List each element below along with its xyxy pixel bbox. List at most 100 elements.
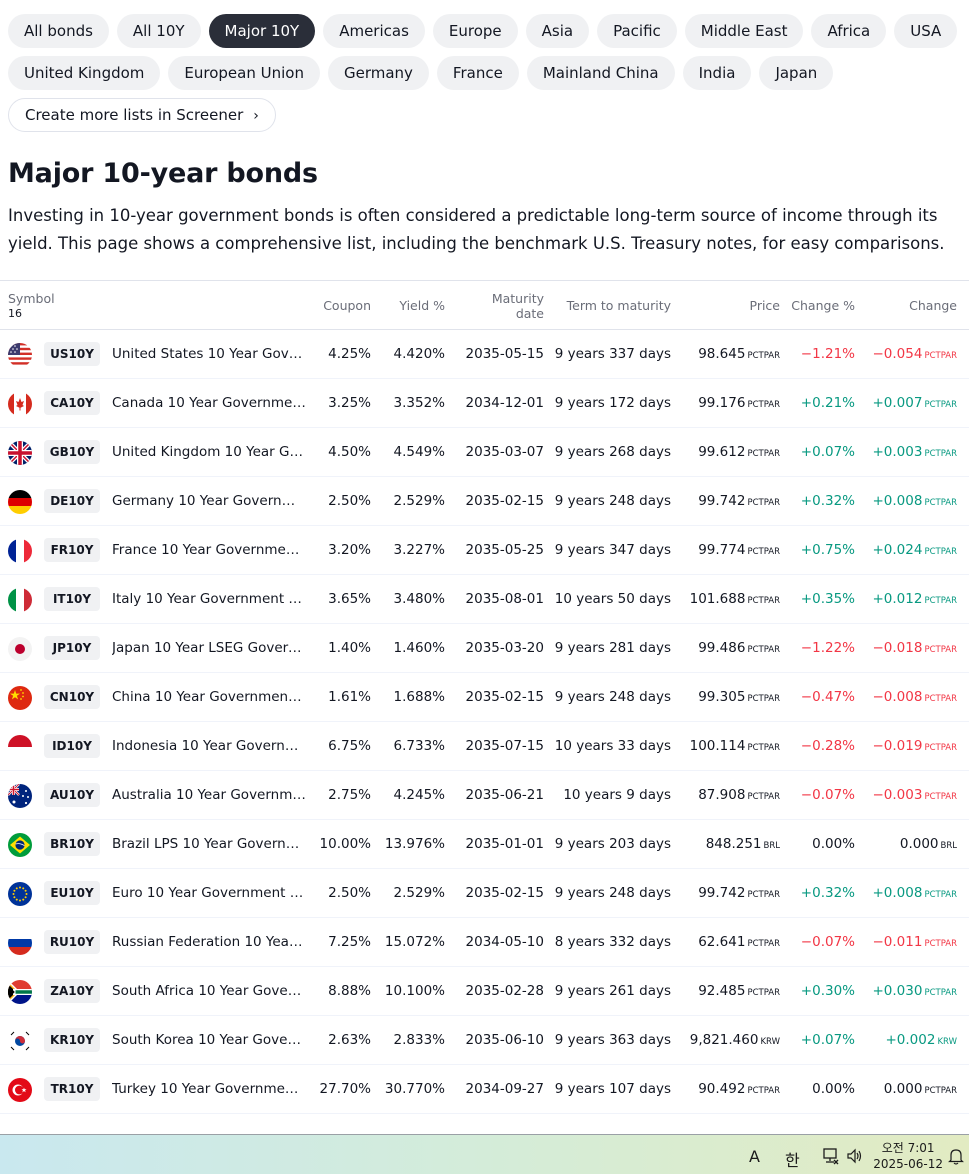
table-row[interactable]: KR10Y South Korea 10 Year Government Bond… [0, 1016, 969, 1065]
chip-united-kingdom[interactable]: United Kingdom [8, 56, 161, 90]
table-row[interactable]: FR10Y France 10 Year Government Bonds Yie… [0, 526, 969, 575]
price-unit: PCTPAR [747, 351, 780, 361]
network-icon[interactable] [822, 1147, 840, 1169]
coupon-value: 3.25% [328, 395, 371, 411]
symbol-badge[interactable]: BR10Y [44, 832, 100, 856]
bond-name[interactable]: Turkey 10 Year Government Bonds Yield [112, 1081, 306, 1097]
symbol-badge[interactable]: RU10Y [44, 930, 100, 954]
symbol-badge[interactable]: IT10Y [44, 587, 100, 611]
symbol-badge[interactable]: FR10Y [44, 538, 100, 562]
table-row[interactable]: DE10Y Germany 10 Year Government Bonds Yi… [0, 477, 969, 526]
header-maturity-line1: Maturity [491, 291, 544, 306]
system-clock[interactable]: 오전 7:01 2025-06-12 [873, 1140, 943, 1172]
screener-link-button[interactable]: Create more lists in Screener › [8, 98, 276, 132]
ime-hangul-indicator[interactable]: 한 [785, 1151, 800, 1170]
table-row[interactable]: US10Y United States 10 Year Government Bo… [0, 330, 969, 379]
table-row[interactable]: CA10Y Canada 10 Year Government Bonds Yie… [0, 379, 969, 428]
change-value: +0.003 PCTPAR [872, 444, 957, 460]
header-change[interactable]: Change [909, 298, 957, 313]
flag-south-korea-icon [8, 1029, 32, 1053]
bond-name[interactable]: Italy 10 Year Government Bonds Yield [112, 591, 306, 607]
chip-all-10y[interactable]: All 10Y [116, 14, 201, 48]
table-header: Symbol 16 Coupon Yield % Maturity date Ter… [0, 280, 969, 330]
table-row[interactable]: EU10Y Euro 10 Year Government Bonds Yield… [0, 869, 969, 918]
chip-asia[interactable]: Asia [525, 14, 590, 48]
table-row[interactable]: BR10Y Brazil LPS 10 Year Government Bonds… [0, 820, 969, 869]
bond-name[interactable]: Brazil LPS 10 Year Government Bonds Yiel… [112, 836, 306, 852]
symbol-badge[interactable]: JP10Y [44, 636, 100, 660]
table-row[interactable]: ZA10Y South Africa 10 Year Government Bon… [0, 967, 969, 1016]
change-number: +0.007 [872, 395, 923, 411]
table-row[interactable]: JP10Y Japan 10 Year LSEG Government Bonds… [0, 624, 969, 673]
price-value: 90.492 PCTPAR [698, 1081, 780, 1097]
table-row[interactable]: CN10Y China 10 Year Government Bonds Yiel… [0, 673, 969, 722]
table-row[interactable]: RU10Y Russian Federation 10 Year Governme… [0, 918, 969, 967]
symbol-badge[interactable]: ZA10Y [44, 979, 100, 1003]
chip-europe[interactable]: Europe [432, 14, 518, 48]
symbol-badge[interactable]: AU10Y [44, 783, 100, 807]
header-yield[interactable]: Yield % [399, 298, 445, 313]
chip-americas[interactable]: Americas [323, 14, 425, 48]
bond-name[interactable]: Japan 10 Year LSEG Government Bonds Yiel… [112, 640, 306, 656]
coupon-value: 2.50% [328, 493, 371, 509]
chip-all-bonds[interactable]: All bonds [8, 14, 109, 48]
term-value: 9 years 347 days [554, 542, 671, 558]
table-row[interactable]: AU10Y Australia 10 Year Government Bonds … [0, 771, 969, 820]
table-row[interactable]: ID10Y Indonesia 10 Year Government Bonds … [0, 722, 969, 771]
bond-name[interactable]: France 10 Year Government Bonds Yield [112, 542, 306, 558]
symbol-badge[interactable]: US10Y [44, 342, 100, 366]
maturity-value: 2035-02-28 [465, 983, 544, 999]
chip-major-10y[interactable]: Major 10Y [208, 14, 316, 48]
chip-france[interactable]: France [436, 56, 519, 90]
symbol-badge[interactable]: DE10Y [44, 489, 100, 513]
header-maturity[interactable]: Maturity date [492, 291, 544, 321]
symbol-badge[interactable]: CN10Y [44, 685, 100, 709]
bond-name[interactable]: United Kingdom 10 Year Government Bonds … [112, 444, 306, 460]
bond-name[interactable]: Indonesia 10 Year Government Bonds Yield [112, 738, 306, 754]
bond-name[interactable]: United States 10 Year Government Bonds Y… [112, 346, 306, 362]
change-value: 0.000 PCTPAR [884, 1081, 957, 1097]
bond-name[interactable]: South Korea 10 Year Government Bonds Yie… [112, 1032, 306, 1048]
chip-mainland-china[interactable]: Mainland China [526, 56, 675, 90]
chip-usa[interactable]: USA [894, 14, 958, 48]
chip-european-union[interactable]: European Union [168, 56, 320, 90]
table-row[interactable]: GB10Y United Kingdom 10 Year Government B… [0, 428, 969, 477]
symbol-badge[interactable]: GB10Y [44, 440, 100, 464]
header-coupon[interactable]: Coupon [323, 298, 371, 313]
chip-japan[interactable]: Japan [759, 56, 834, 90]
bond-name[interactable]: South Africa 10 Year Government Bonds Yi… [112, 983, 306, 999]
bond-name[interactable]: Germany 10 Year Government Bonds Yield [112, 493, 306, 509]
bond-name[interactable]: Euro 10 Year Government Bonds Yield [112, 885, 306, 901]
price-number: 87.908 [698, 787, 746, 803]
chip-pacific[interactable]: Pacific [597, 14, 677, 48]
table-row[interactable]: TR10Y Turkey 10 Year Government Bonds Yie… [0, 1065, 969, 1114]
bond-name[interactable]: Russian Federation 10 Year Government Bo… [112, 934, 306, 950]
yield-value: 4.549% [393, 444, 445, 460]
clock-date: 2025-06-12 [873, 1157, 943, 1171]
symbol-badge[interactable]: KR10Y [44, 1028, 100, 1052]
chip-india[interactable]: India [682, 56, 752, 90]
price-unit: PCTPAR [747, 547, 780, 557]
bond-name[interactable]: China 10 Year Government Bonds Yield [112, 689, 306, 705]
ime-letter-indicator[interactable]: A [749, 1147, 760, 1166]
chip-africa[interactable]: Africa [811, 14, 887, 48]
chip-middle-east[interactable]: Middle East [684, 14, 804, 48]
table-row[interactable]: IT10Y Italy 10 Year Government Bonds Yiel… [0, 575, 969, 624]
header-change-pct[interactable]: Change % [791, 298, 855, 313]
chip-germany[interactable]: Germany [327, 56, 429, 90]
header-term[interactable]: Term to maturity [566, 298, 671, 313]
header-price[interactable]: Price [749, 298, 781, 313]
coupon-value: 8.88% [328, 983, 371, 999]
symbol-badge[interactable]: TR10Y [44, 1077, 100, 1101]
bond-name[interactable]: Australia 10 Year Government Bonds Yield [112, 787, 306, 803]
price-unit: BRL [763, 841, 780, 851]
symbol-badge[interactable]: EU10Y [44, 881, 100, 905]
yield-value: 1.688% [393, 689, 445, 705]
header-symbol[interactable]: Symbol 16 [8, 291, 55, 321]
price-value: 99.742 PCTPAR [698, 885, 780, 901]
symbol-badge[interactable]: ID10Y [44, 734, 100, 758]
bond-name[interactable]: Canada 10 Year Government Bonds Yield [112, 395, 306, 411]
volume-icon[interactable] [846, 1147, 864, 1169]
symbol-badge[interactable]: CA10Y [44, 391, 100, 415]
notification-bell-icon[interactable] [948, 1147, 964, 1169]
